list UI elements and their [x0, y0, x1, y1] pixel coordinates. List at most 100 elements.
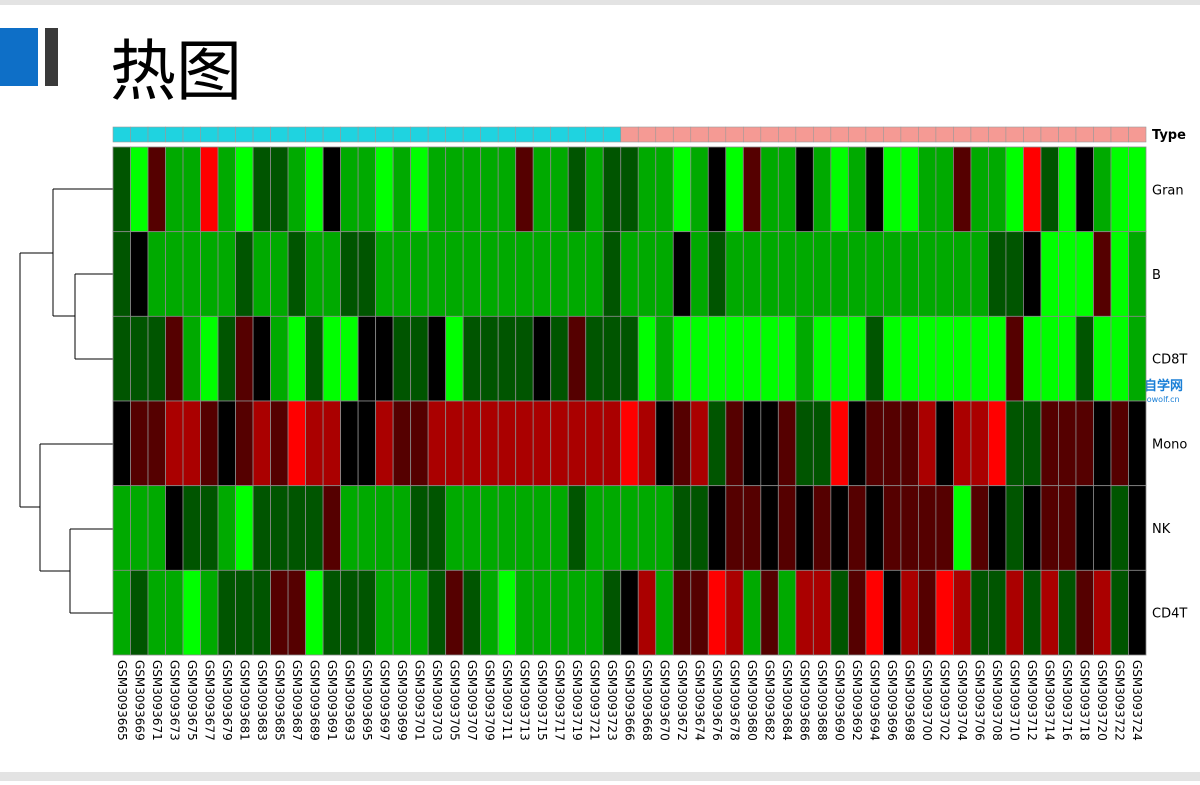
- heat-cell: [112, 485, 131, 571]
- heat-cell: [130, 485, 149, 571]
- heat-cell: [515, 146, 534, 233]
- heat-cell: [988, 569, 1007, 656]
- heat-cell: [270, 400, 289, 487]
- column-label: GSM3093716: [1060, 660, 1074, 741]
- column-label: GSM3093708: [990, 660, 1004, 741]
- slide-title: 热图: [110, 33, 242, 110]
- type-cell: [480, 126, 499, 143]
- heat-cell: [742, 485, 762, 571]
- heat-cell: [567, 315, 587, 402]
- heat-cell: [812, 485, 832, 571]
- heat-cell: [847, 400, 867, 487]
- heat-cell: [672, 569, 692, 656]
- column-label: GSM3093712: [1025, 660, 1039, 741]
- heat-cell: [585, 485, 604, 571]
- heat-cell: [515, 569, 534, 656]
- heat-cell: [1058, 400, 1077, 487]
- heat-cell: [357, 400, 377, 487]
- heat-cell: [1110, 315, 1129, 402]
- heat-cell: [1093, 485, 1112, 571]
- heat-cell: [480, 400, 499, 487]
- heat-cell: [742, 569, 762, 656]
- heat-cell: [1005, 569, 1024, 656]
- heat-cell: [235, 146, 254, 233]
- type-cell: [567, 126, 587, 143]
- title-accent: [0, 28, 38, 86]
- heat-cell: [602, 400, 622, 487]
- heat-cell: [147, 485, 166, 571]
- type-cell: [760, 126, 779, 143]
- heat-cell: [970, 569, 989, 656]
- heat-cell: [935, 400, 954, 487]
- heat-cell: [165, 315, 184, 402]
- type-cell: [743, 126, 762, 143]
- column-label: GSM3093690: [833, 660, 847, 741]
- heat-cell: [988, 315, 1007, 402]
- heat-cell: [217, 569, 236, 656]
- heat-cell: [462, 315, 482, 402]
- heat-cell: [602, 569, 622, 656]
- type-cell: [655, 126, 674, 143]
- heat-cell: [497, 315, 517, 402]
- heat-cell: [392, 400, 412, 487]
- heat-cell: [812, 231, 832, 317]
- heat-cell: [480, 146, 499, 233]
- heat-cell: [672, 400, 692, 487]
- heat-cell: [882, 569, 902, 656]
- heat-cell: [760, 315, 779, 402]
- type-cell: [935, 126, 954, 143]
- heat-cell: [1110, 231, 1129, 317]
- heat-cell: [760, 569, 779, 656]
- type-cell: [690, 126, 709, 143]
- heat-cell: [742, 231, 762, 317]
- type-cell: [130, 126, 149, 143]
- heat-cell: [585, 315, 604, 402]
- heat-cell: [707, 485, 727, 571]
- heat-cell: [690, 569, 709, 656]
- heat-cell: [707, 315, 727, 402]
- heat-cell: [567, 146, 587, 233]
- type-cell: [602, 126, 622, 143]
- heat-cell: [1128, 485, 1147, 571]
- heat-cell: [953, 400, 972, 487]
- heat-cell: [130, 315, 149, 402]
- heat-cell: [917, 485, 937, 571]
- heat-cell: [375, 146, 394, 233]
- heat-cell: [725, 146, 744, 233]
- heat-cell: [725, 231, 744, 317]
- heat-cell: [900, 485, 919, 571]
- column-label: GSM3093705: [447, 660, 461, 741]
- heat-cell: [532, 569, 552, 656]
- heat-cell: [130, 569, 149, 656]
- heat-cell: [567, 569, 587, 656]
- heat-cell: [988, 400, 1007, 487]
- heat-cell: [1040, 485, 1059, 571]
- heat-cell: [480, 231, 499, 317]
- heat-cell: [760, 400, 779, 487]
- type-cell: [953, 126, 972, 143]
- heat-cell: [217, 231, 236, 317]
- heat-cell: [690, 315, 709, 402]
- heat-cell: [620, 485, 639, 571]
- type-cell: [410, 126, 429, 143]
- heat-cell: [637, 315, 657, 402]
- heat-cell: [707, 569, 727, 656]
- heat-cell: [970, 485, 989, 571]
- heat-cell: [480, 485, 499, 571]
- heat-cell: [812, 569, 832, 656]
- heat-cell: [392, 485, 412, 571]
- type-cell: [252, 126, 271, 143]
- heat-cell: [900, 400, 919, 487]
- heat-cell: [620, 146, 639, 233]
- column-label: GSM3093675: [185, 660, 199, 741]
- type-cell: [1023, 126, 1042, 143]
- heat-cell: [882, 400, 902, 487]
- heat-cell: [445, 400, 464, 487]
- heat-cell: [147, 400, 166, 487]
- heat-cell: [375, 485, 394, 571]
- type-cell: [497, 126, 516, 143]
- heat-cell: [1128, 569, 1147, 656]
- heat-cell: [830, 146, 849, 233]
- title-accent-dark: [45, 28, 58, 86]
- heat-cell: [725, 569, 744, 656]
